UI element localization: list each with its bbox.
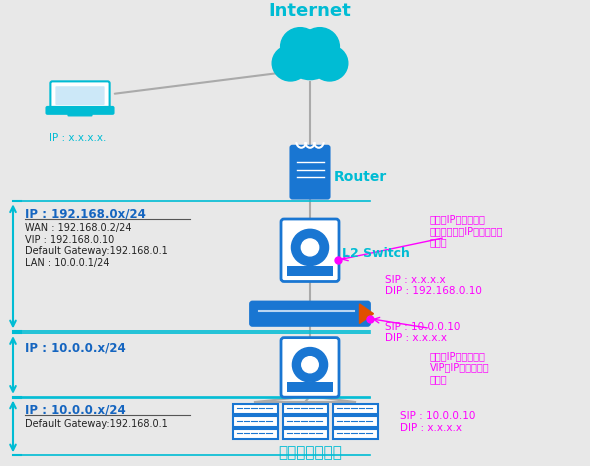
FancyBboxPatch shape (290, 146, 329, 199)
FancyBboxPatch shape (283, 404, 327, 414)
FancyBboxPatch shape (232, 429, 277, 439)
FancyBboxPatch shape (68, 112, 92, 116)
Circle shape (293, 348, 327, 382)
FancyBboxPatch shape (47, 107, 113, 114)
Text: あて先IPアドレスを
実サーバーのIPアドレスに
書換え: あて先IPアドレスを 実サーバーのIPアドレスに 書換え (430, 214, 503, 247)
Text: Router: Router (333, 170, 387, 184)
Text: L2 Switch: L2 Switch (342, 247, 410, 260)
FancyBboxPatch shape (50, 82, 110, 110)
Circle shape (285, 30, 335, 80)
Text: IP : 10.0.0.x/24: IP : 10.0.0.x/24 (25, 404, 126, 417)
FancyBboxPatch shape (251, 302, 369, 325)
Circle shape (301, 239, 319, 256)
FancyBboxPatch shape (232, 417, 277, 427)
Circle shape (312, 45, 348, 81)
Text: IP : x.x.x.x.: IP : x.x.x.x. (50, 133, 107, 143)
Circle shape (301, 356, 318, 373)
FancyBboxPatch shape (283, 429, 327, 439)
FancyBboxPatch shape (281, 219, 339, 281)
Text: SIP : 10.0.0.10
DIP : x.x.x.x: SIP : 10.0.0.10 DIP : x.x.x.x (400, 411, 476, 433)
Circle shape (291, 229, 329, 266)
Bar (287, 383, 333, 392)
FancyBboxPatch shape (281, 338, 339, 397)
Text: Default Gateway:192.168.0.1: Default Gateway:192.168.0.1 (25, 419, 168, 429)
FancyBboxPatch shape (55, 86, 104, 105)
Circle shape (281, 27, 320, 66)
Circle shape (300, 27, 339, 66)
Text: WAN : 192.168.0.2/24
VIP : 192.168.0.10
Default Gateway:192.168.0.1
LAN : 10.0.0: WAN : 192.168.0.2/24 VIP : 192.168.0.10 … (25, 223, 168, 267)
Text: SIP : x.x.x.x
DIP : 192.168.0.10: SIP : x.x.x.x DIP : 192.168.0.10 (385, 274, 482, 296)
Text: IP : 10.0.0.x/24: IP : 10.0.0.x/24 (25, 341, 126, 354)
Circle shape (272, 45, 309, 81)
FancyBboxPatch shape (283, 417, 327, 427)
FancyBboxPatch shape (333, 417, 378, 427)
Text: SIP : 10.0.0.10
DIP : x.x.x.x: SIP : 10.0.0.10 DIP : x.x.x.x (385, 322, 460, 343)
FancyBboxPatch shape (333, 429, 378, 439)
Text: サーバファーム: サーバファーム (278, 445, 342, 460)
FancyBboxPatch shape (232, 404, 277, 414)
Text: Internet: Internet (268, 2, 352, 20)
Polygon shape (359, 304, 373, 323)
Text: 送信元IPアドレスを
VIPのIPアドレスに
書換え: 送信元IPアドレスを VIPのIPアドレスに 書換え (430, 351, 490, 384)
Text: IP : 192.168.0x/24: IP : 192.168.0x/24 (25, 207, 146, 220)
Bar (287, 266, 333, 276)
FancyBboxPatch shape (333, 404, 378, 414)
